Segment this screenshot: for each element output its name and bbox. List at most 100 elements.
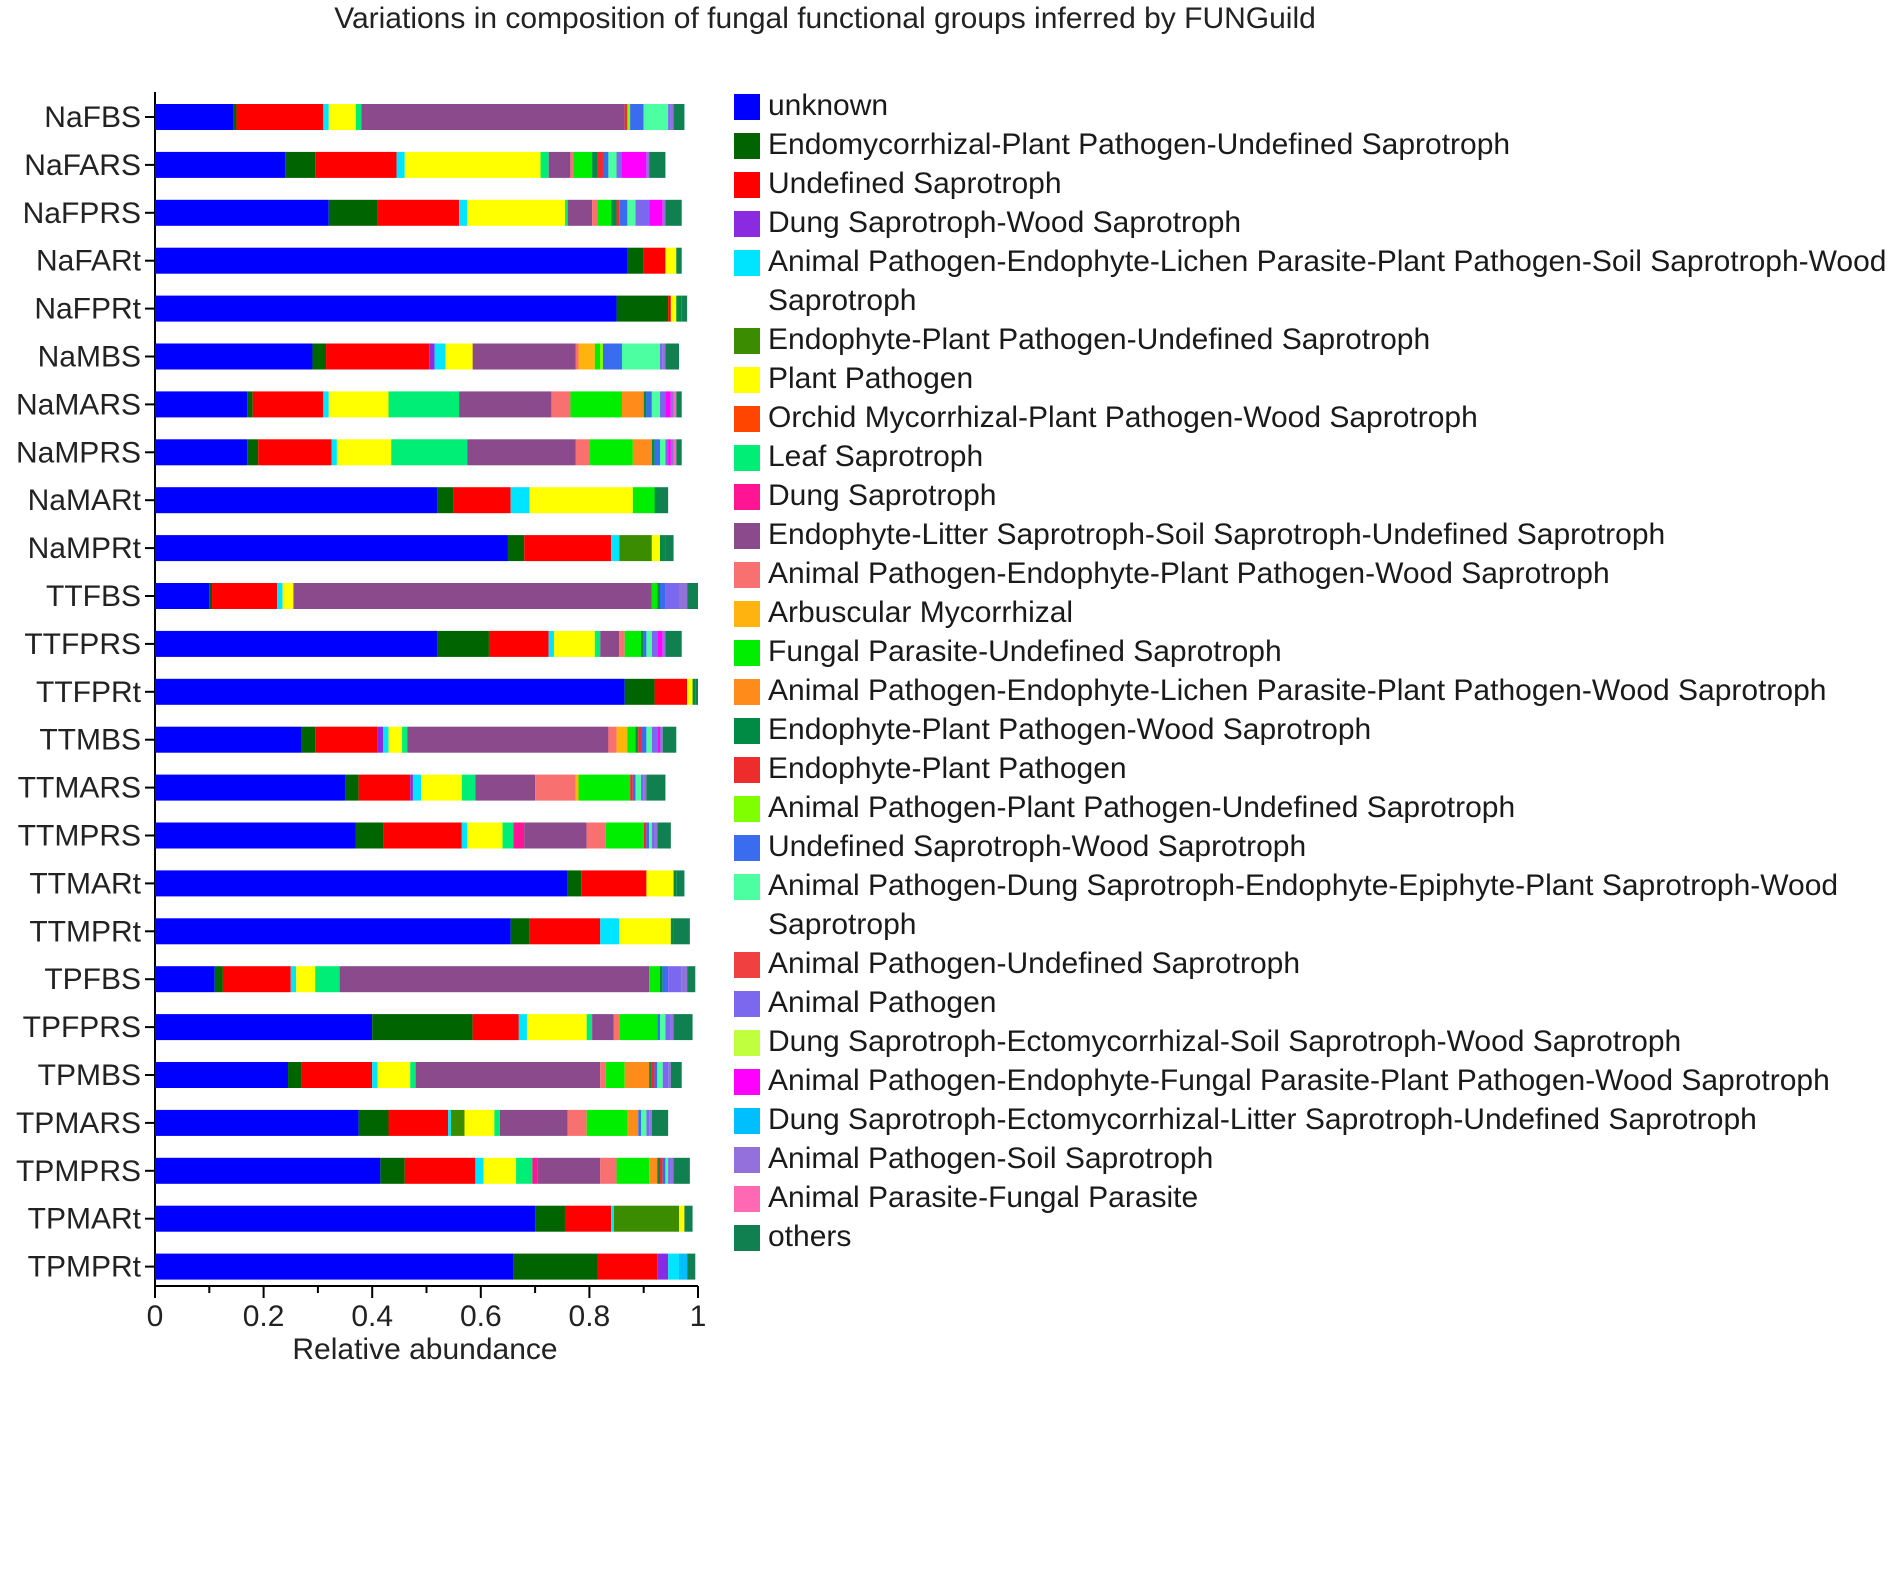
legend-item: Endomycorrhizal-Plant Pathogen-Undefined… <box>734 125 1894 164</box>
legend-item: Animal Parasite-Fungal Parasite <box>734 1178 1894 1217</box>
bar-segment <box>155 774 346 801</box>
bar-segment <box>467 199 565 226</box>
bar-segment <box>662 726 677 753</box>
bar-segment <box>627 1109 639 1136</box>
legend-swatch <box>734 562 760 588</box>
legend-item: Animal Pathogen-Undefined Saprotroph <box>734 944 1894 983</box>
bar-segment <box>627 104 631 130</box>
legend-item: Dung Saprotroph <box>734 476 1894 515</box>
bar-segment <box>649 1109 652 1136</box>
legend-swatch <box>734 367 760 393</box>
bar-segment <box>247 439 259 466</box>
bar-segment <box>616 199 620 226</box>
legend-swatch <box>734 172 760 198</box>
bar-segment <box>659 343 663 370</box>
bar-segment <box>624 678 655 705</box>
bar-segment <box>662 1157 666 1184</box>
legend-label: Animal Parasite-Fungal Parasite <box>768 1181 1199 1214</box>
bar-segment <box>646 151 650 178</box>
bar-segment <box>380 1157 405 1184</box>
bar-segment <box>475 1157 484 1184</box>
legend-item: Plant Pathogen <box>734 359 1894 398</box>
y-tick-label: TTMPRS <box>18 820 141 853</box>
legend-label: Undefined Saprotroph-Wood Saprotroph <box>768 830 1307 863</box>
legend-item: Undefined Saprotroph <box>734 164 1894 203</box>
bar-segment <box>681 295 688 322</box>
y-tick-label: TPMARt <box>28 1203 142 1236</box>
legend-item: Endophyte-Litter Saprotroph-Soil Saprotr… <box>734 515 1894 554</box>
bar-segment <box>155 104 234 130</box>
bar-segment <box>510 918 530 945</box>
bar-segment <box>654 678 688 705</box>
bar-segment <box>649 966 660 993</box>
bar-segment <box>687 966 696 993</box>
bar-segment <box>676 295 682 322</box>
legend-swatch <box>734 1225 760 1251</box>
y-tick-label: NaFPRt <box>34 293 141 326</box>
legend-swatch <box>734 991 760 1017</box>
bar-segment <box>616 151 622 178</box>
legend-swatch <box>734 718 760 744</box>
legend-item: Animal Pathogen-Endophyte-Lichen Parasit… <box>734 242 1894 320</box>
legend-item: Animal Pathogen-Endophyte-Plant Pathogen… <box>734 554 1894 593</box>
bar-segment <box>621 151 647 178</box>
y-tick-label: TTFPRt <box>36 676 142 709</box>
bar-segment <box>673 1014 693 1041</box>
legend-item: Arbuscular Mycorrhizal <box>734 593 1894 632</box>
bar-segment <box>448 1109 451 1136</box>
bar-segment <box>684 1205 693 1232</box>
legend-item: others <box>734 1217 1894 1256</box>
bar-segment <box>665 199 682 226</box>
legend-swatch <box>734 484 760 510</box>
bar-segment <box>673 104 685 130</box>
bar-segment <box>673 1157 690 1184</box>
bar-segment <box>605 1062 625 1088</box>
bar-segment <box>640 630 644 657</box>
bar-segment <box>657 822 671 849</box>
bar-segment <box>638 1109 641 1136</box>
legend-label: Animal Pathogen-Endophyte-Lichen Parasit… <box>768 674 1827 707</box>
bar-segment <box>155 1014 373 1041</box>
bar-segment <box>662 966 669 993</box>
bar-segment <box>437 630 489 657</box>
bar-segment <box>651 391 660 418</box>
bar-segment <box>665 391 671 418</box>
bar-segment <box>649 1062 652 1088</box>
y-tick-label: TTMARS <box>18 772 141 805</box>
x-tick-label: 0.4 <box>351 1300 393 1333</box>
legend-item: Animal Pathogen-Endophyte-Fungal Parasit… <box>734 1061 1894 1100</box>
legend-label: Dung Saprotroph-Ectomycorrhizal-Soil Sap… <box>768 1025 1682 1058</box>
bar-segment <box>155 1157 381 1184</box>
bar-segment <box>429 343 435 370</box>
bar-segment <box>665 343 679 370</box>
bar-segment <box>643 822 647 849</box>
bar-segment <box>632 487 655 514</box>
legend-swatch <box>734 445 760 471</box>
bar-segment <box>681 966 688 993</box>
legend-swatch <box>734 601 760 627</box>
bar-segment <box>510 487 530 514</box>
bar-segment <box>564 199 568 226</box>
legend-label: Fungal Parasite-Undefined Saprotroph <box>768 635 1282 668</box>
bar-segment <box>548 630 555 657</box>
y-tick-label: NaMARS <box>16 388 141 421</box>
bar-segment <box>301 726 316 753</box>
bar-segment <box>339 966 650 993</box>
bar-segment <box>678 583 688 609</box>
bar-segment <box>290 966 297 993</box>
bar-segment <box>619 918 671 945</box>
y-tick-label: TPMPRS <box>16 1155 141 1188</box>
bar-segment <box>649 151 666 178</box>
bar-segment <box>602 343 622 370</box>
legend-swatch <box>734 1108 760 1134</box>
bar-segment <box>657 1062 663 1088</box>
bar-segment <box>155 1253 514 1280</box>
bar-segment <box>602 151 609 178</box>
bar-segment <box>649 199 663 226</box>
bar-segment <box>155 439 248 466</box>
bar-segment <box>651 822 655 849</box>
bar-segment <box>513 822 525 849</box>
bar-segment <box>676 439 682 466</box>
y-tick-label: NaMPRS <box>16 436 141 469</box>
